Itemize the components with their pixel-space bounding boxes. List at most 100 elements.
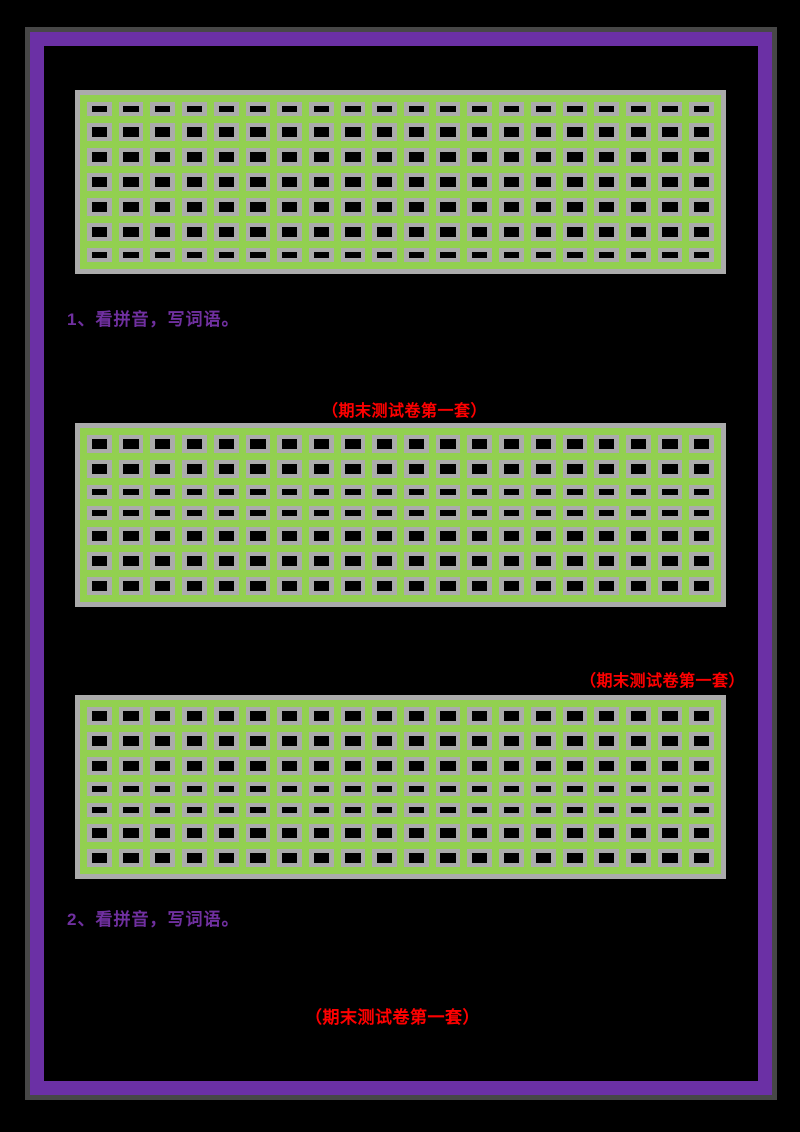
grid-cell	[308, 198, 334, 216]
grid-cell	[340, 824, 366, 842]
grid-cell	[562, 732, 588, 750]
cell-fill	[313, 439, 329, 449]
cell-fill	[186, 711, 203, 721]
cell-fill	[472, 152, 488, 162]
grid-row	[87, 707, 715, 725]
grid-cell	[87, 527, 112, 545]
grid-cell	[499, 460, 524, 478]
grid-cell	[530, 707, 556, 725]
cell-fill	[218, 531, 234, 541]
grid-row	[87, 198, 715, 216]
grid-cell	[657, 527, 683, 545]
grid-cell	[213, 173, 239, 191]
grid-cell	[245, 577, 271, 595]
cell-fill	[694, 510, 710, 516]
grid-cell	[213, 460, 239, 478]
grid-cell	[308, 102, 334, 116]
grid-cell	[245, 732, 271, 750]
grid-cell	[562, 552, 588, 570]
cell-fill	[313, 177, 329, 187]
cell-fill	[91, 152, 107, 162]
grid-cell	[594, 248, 619, 262]
cell-fill	[535, 127, 551, 137]
cell-fill	[694, 761, 710, 771]
cell-fill	[345, 807, 361, 813]
cell-fill	[662, 464, 678, 474]
cell-fill	[503, 464, 520, 474]
cell-fill	[694, 127, 710, 137]
grid-cell	[689, 527, 715, 545]
cell-fill	[440, 152, 456, 162]
cell-fill	[123, 828, 139, 838]
grid-row	[87, 757, 715, 775]
cell-fill	[186, 464, 203, 474]
grid-cell	[213, 849, 239, 867]
grid-cell	[150, 198, 176, 216]
grid-cell	[435, 460, 461, 478]
cell-fill	[377, 581, 393, 591]
grid-body	[80, 700, 721, 874]
cell-fill	[408, 711, 425, 721]
grid-cell	[118, 173, 144, 191]
grid-cell	[340, 123, 366, 141]
cell-fill	[567, 556, 583, 566]
cell-fill	[598, 786, 615, 792]
grid-cell	[118, 849, 144, 867]
cell-fill	[408, 853, 425, 863]
cell-fill	[345, 152, 361, 162]
grid-cell	[530, 148, 556, 166]
cell-fill	[472, 761, 488, 771]
grid-cell	[594, 757, 619, 775]
cell-fill	[250, 227, 266, 237]
cell-fill	[535, 807, 551, 813]
cell-fill	[155, 439, 171, 449]
cell-fill	[598, 556, 615, 566]
grid-row	[87, 102, 715, 116]
cell-fill	[662, 489, 678, 495]
cell-fill	[535, 489, 551, 495]
cell-fill	[186, 581, 203, 591]
cell-fill	[218, 202, 234, 212]
cell-fill	[186, 807, 203, 813]
grid-cell	[625, 223, 651, 241]
cell-fill	[503, 807, 520, 813]
cell-fill	[123, 807, 139, 813]
grid-cell	[625, 527, 651, 545]
grid-cell	[625, 102, 651, 116]
grid-cell	[594, 707, 619, 725]
cell-fill	[694, 736, 710, 746]
cell-fill	[535, 581, 551, 591]
grid-cell	[277, 506, 302, 520]
grid-cell	[245, 198, 271, 216]
cell-fill	[218, 736, 234, 746]
cell-fill	[408, 152, 425, 162]
cell-fill	[313, 736, 329, 746]
grid-cell	[689, 485, 715, 499]
grid-cell	[87, 552, 112, 570]
grid-cell	[562, 707, 588, 725]
grid-cell	[182, 824, 207, 842]
cell-fill	[567, 786, 583, 792]
grid-cell	[118, 577, 144, 595]
source-annotation-3: （期末测试卷第一套）	[305, 1008, 480, 1027]
cell-fill	[440, 227, 456, 237]
cell-fill	[155, 152, 171, 162]
cell-fill	[535, 786, 551, 792]
cell-fill	[408, 439, 425, 449]
cell-fill	[313, 853, 329, 863]
cell-fill	[662, 761, 678, 771]
cell-fill	[503, 761, 520, 771]
cell-fill	[598, 761, 615, 771]
cell-fill	[630, 152, 646, 162]
cell-fill	[503, 711, 520, 721]
grid-cell	[245, 460, 271, 478]
grid-cell	[150, 824, 176, 842]
cell-fill	[567, 152, 583, 162]
grid-cell	[277, 849, 302, 867]
grid-cell	[625, 123, 651, 141]
grid-cell	[404, 435, 429, 453]
cell-fill	[313, 464, 329, 474]
grid-cell	[182, 460, 207, 478]
grid-cell	[372, 460, 398, 478]
grid-row	[87, 148, 715, 166]
